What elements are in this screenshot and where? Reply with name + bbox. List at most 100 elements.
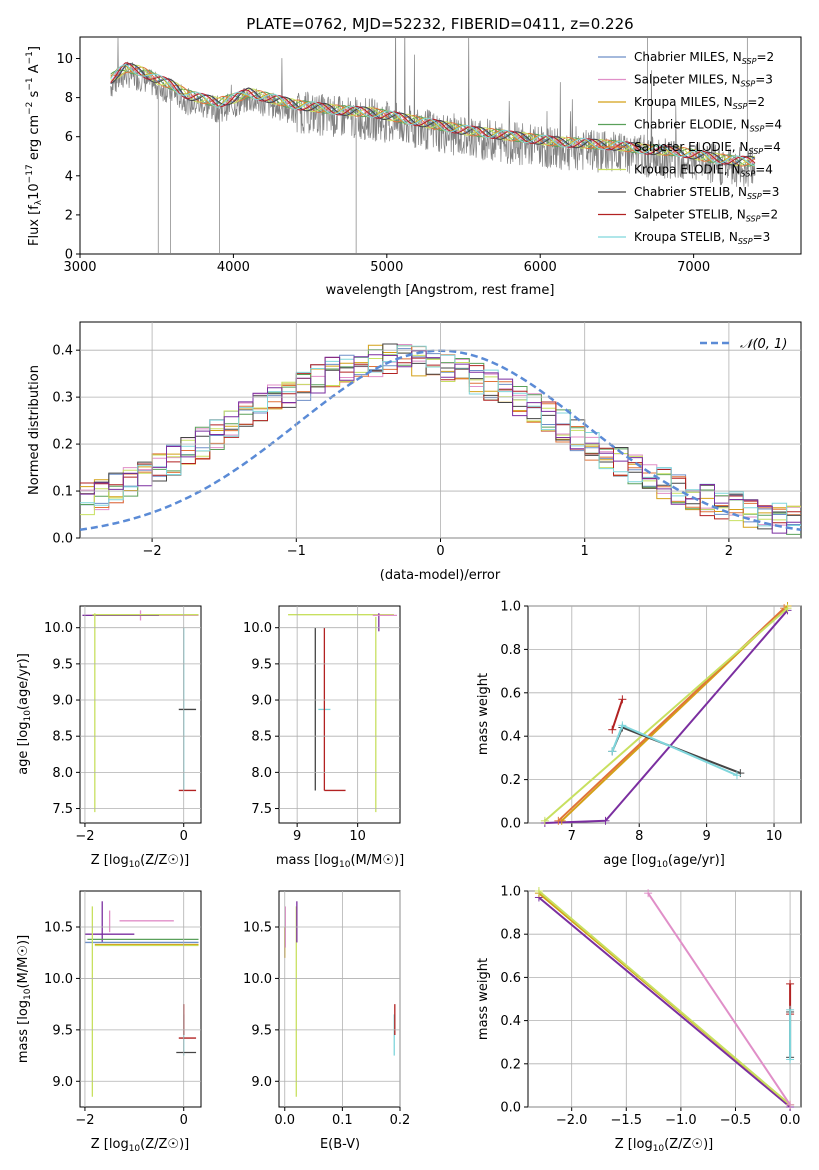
ebv-x-label: E(B-V) — [320, 1137, 360, 1152]
x-tick-label: 3000 — [63, 260, 96, 275]
legend-label-sub: SSP — [733, 102, 748, 111]
model-line-7 — [110, 63, 756, 166]
y-tick-label: 0.3 — [52, 391, 73, 406]
legend-label-main: Kroupa STELIB, N — [634, 230, 738, 244]
legend-label-tail: =2 — [747, 95, 765, 109]
x-tick-label: 2 — [725, 544, 733, 559]
spectrum-frame — [79, 36, 802, 255]
age-mass-x-label: mass [log10(M/M☉)] — [276, 853, 404, 870]
wz-x-label: Z [log10(Z/Z☉)] — [615, 1137, 713, 1154]
x-tick-label: 0.2 — [390, 1113, 411, 1128]
y-tick-label: 9.5 — [52, 657, 73, 672]
y-tick-label: 9.5 — [251, 657, 272, 672]
x-tick-label: −2 — [75, 829, 94, 844]
legend-label-main: Kroupa ELODIE, N — [634, 163, 741, 177]
legend-label-sub: SSP — [738, 237, 753, 246]
y-tick-label: 0.8 — [500, 928, 521, 943]
y-tick-label: 0.2 — [500, 773, 521, 788]
model-line-9 — [110, 64, 756, 167]
y-tick-label: 0.2 — [52, 438, 73, 453]
y-tick-label: 10.0 — [243, 621, 272, 636]
residual-legend: 𝒩(0, 1) — [700, 337, 787, 352]
spectrum-x-label: wavelength [Angstrom, rest frame] — [326, 283, 555, 298]
y-tick-label: 7.5 — [52, 802, 73, 817]
wage-y-label: mass weight — [476, 673, 491, 755]
legend-label-main: Salpeter ELODIE, N — [634, 140, 748, 154]
y-tick-label: 0.4 — [500, 730, 521, 745]
y-tick-label: 8.0 — [52, 766, 73, 781]
age-vs-metallicity-panel: −2 0 7.5 8.0 8.5 9.0 9.5 10.0 Z [log10(Z/Z☉)] a… — [16, 605, 202, 870]
y-tick-label: 10.5 — [44, 921, 73, 936]
y-tick-label: 0.2 — [500, 1057, 521, 1072]
y-tick-label: 1.0 — [500, 600, 521, 615]
y-tick-label: 10.0 — [44, 972, 73, 987]
model-line-8 — [110, 62, 756, 165]
legend-label-sub: SSP — [742, 57, 757, 66]
y-tick-label: 0.0 — [500, 817, 521, 832]
y-tick-label: 0.4 — [52, 344, 73, 359]
model-line-6 — [110, 64, 756, 167]
x-tick-label: 7 — [568, 829, 576, 844]
legend-label-main: Chabrier STELIB, N — [634, 185, 747, 199]
x-tick-label: −2.0 — [556, 1113, 588, 1128]
x-tick-label: −1 — [287, 544, 306, 559]
weight-line-5 — [611, 698, 624, 731]
mass-z-x-label: Z [log10(Z/Z☉)] — [91, 1137, 189, 1154]
mass-vs-metallicity-panel: −2 0 9.0 9.5 10.0 10.5 Z [log10(Z/Z☉)] mass [… — [16, 890, 202, 1154]
y-tick-label: 0.0 — [500, 1101, 521, 1116]
x-tick-label: 0 — [436, 544, 444, 559]
legend-label-4: Chabrier ELODIE, NSSP=4 — [634, 118, 782, 134]
y-tick-label: 0.1 — [52, 485, 73, 500]
legend-label-tail: =4 — [763, 140, 781, 154]
y-tick-label: 0.4 — [500, 1014, 521, 1029]
y-tick-label: 9.0 — [52, 1075, 73, 1090]
x-tick-label: 7000 — [677, 260, 710, 275]
x-tick-label: 5000 — [370, 260, 403, 275]
legend-label-sub: SSP — [746, 215, 761, 224]
legend-label-sub: SSP — [748, 147, 763, 156]
residual-x-label: (data-model)/error — [380, 568, 501, 583]
x-tick-label: 0.0 — [274, 1113, 295, 1128]
figure-title: PLATE=0762, MJD=52232, FIBERID=0411, z=0… — [246, 15, 633, 33]
legend-label-sub: SSP — [747, 192, 762, 201]
y-tick-label: 8.0 — [251, 766, 272, 781]
y-tick-label: 10.5 — [243, 921, 272, 936]
legend-label-main: Salpeter STELIB, N — [634, 208, 746, 222]
x-tick-label: 6000 — [524, 260, 557, 275]
x-tick-label: 0 — [180, 1113, 188, 1128]
x-tick-label: 8 — [635, 829, 643, 844]
y-tick-label: 1.0 — [500, 885, 521, 900]
y-tick-label: 8.5 — [52, 730, 73, 745]
age-vs-mass-panel: 9 10 7.5 8.0 8.5 9.0 9.5 10.0 mass [log10(M/M☉)… — [243, 605, 404, 870]
legend-label-main: Salpeter MILES, N — [634, 73, 741, 87]
x-tick-label: −1.5 — [610, 1113, 642, 1128]
massweight-vs-age-panel: 7 8 9 10 0.0 0.2 0.4 0.6 0.8 1.0 age [log10(age/y… — [476, 600, 802, 870]
legend-label-7: Chabrier STELIB, NSSP=3 — [634, 185, 779, 201]
y-tick-label: 9.0 — [251, 694, 272, 709]
y-tick-label: 10.0 — [44, 621, 73, 636]
legend-label-tail: =2 — [760, 208, 778, 222]
y-tick-label: 7.5 — [251, 802, 272, 817]
x-tick-label: 1 — [581, 544, 589, 559]
x-tick-label: 9 — [702, 829, 710, 844]
y-tick-label: 0 — [65, 248, 73, 263]
normal-legend-label: 𝒩(0, 1) — [740, 337, 787, 352]
y-tick-label: 10 — [56, 52, 73, 67]
y-tick-label: 0.0 — [52, 532, 73, 547]
y-tick-label: 9.0 — [251, 1075, 272, 1090]
x-tick-label: 10 — [766, 829, 783, 844]
y-tick-label: 0.6 — [500, 686, 521, 701]
legend-label-3: Kroupa MILES, NSSP=2 — [634, 95, 765, 111]
legend-label-tail: =4 — [755, 163, 773, 177]
legend-label-main: Kroupa MILES, N — [634, 95, 733, 109]
spectrum-lines — [110, 37, 756, 254]
legend-label-sub: SSP — [741, 80, 756, 89]
legend-label-tail: =3 — [762, 185, 780, 199]
y-tick-label: 9.5 — [52, 1023, 73, 1038]
y-tick-label: 0.6 — [500, 971, 521, 986]
legend-label-tail: =4 — [764, 118, 782, 132]
model-line-4 — [110, 69, 756, 167]
y-tick-label: 6 — [65, 130, 73, 145]
